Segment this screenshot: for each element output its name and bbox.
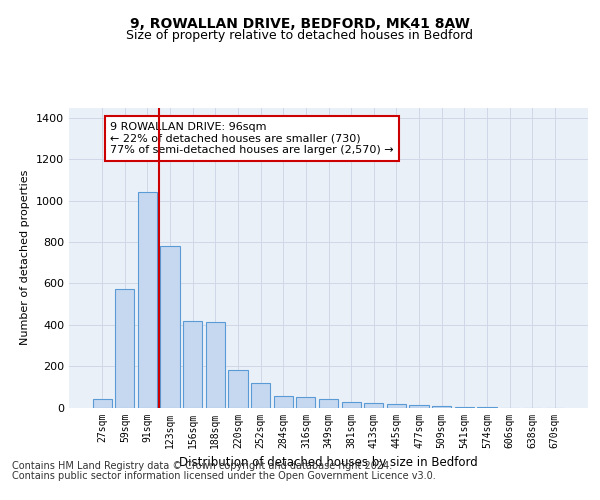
Bar [92,399,112,407]
X-axis label: Distribution of detached houses by size in Bedford: Distribution of detached houses by size … [179,456,478,469]
Bar [183,320,202,408]
Text: Size of property relative to detached houses in Bedford: Size of property relative to detached ho… [127,29,473,42]
Bar [160,246,180,408]
Bar [274,396,293,407]
Bar [319,399,338,407]
Bar [296,397,316,407]
Y-axis label: Number of detached properties: Number of detached properties [20,170,31,345]
Bar [115,288,134,408]
Bar [251,382,270,407]
Bar [229,370,248,408]
Text: Contains HM Land Registry data © Crown copyright and database right 2024.: Contains HM Land Registry data © Crown c… [12,461,392,471]
Text: Contains public sector information licensed under the Open Government Licence v3: Contains public sector information licen… [12,471,436,481]
Bar [206,322,225,408]
Bar [341,402,361,407]
Text: 9 ROWALLAN DRIVE: 96sqm
← 22% of detached houses are smaller (730)
77% of semi-d: 9 ROWALLAN DRIVE: 96sqm ← 22% of detache… [110,122,394,155]
Bar [387,404,406,407]
Bar [138,192,157,408]
Bar [409,406,428,407]
Bar [432,406,451,408]
Text: 9, ROWALLAN DRIVE, BEDFORD, MK41 8AW: 9, ROWALLAN DRIVE, BEDFORD, MK41 8AW [130,18,470,32]
Bar [364,403,383,407]
